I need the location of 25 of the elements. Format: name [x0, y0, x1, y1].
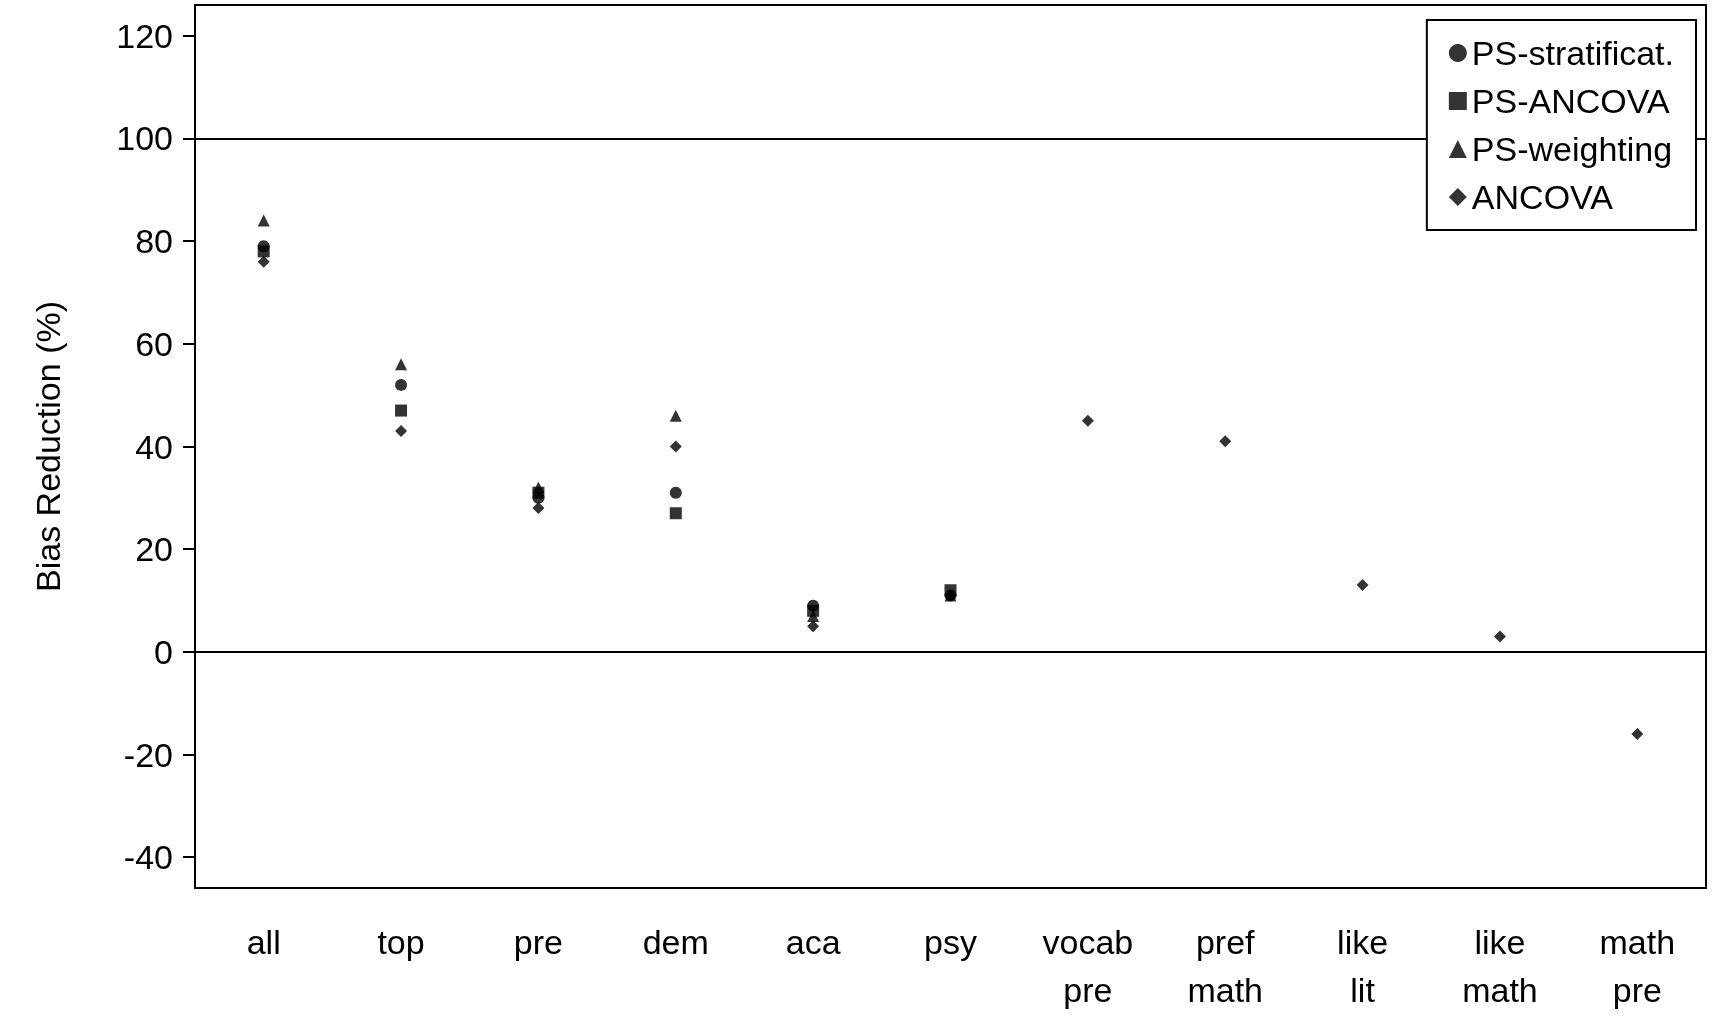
y-tick-label: 120 — [116, 16, 173, 55]
y-tick-label: 80 — [135, 222, 173, 261]
y-tick-label: 20 — [135, 530, 173, 569]
x-tick-label: like math — [1462, 923, 1538, 1009]
legend-label: PS-weighting — [1471, 130, 1673, 168]
y-tick-label: 60 — [135, 324, 173, 363]
x-tick-label: pre — [513, 923, 563, 961]
x-tick-label: math pre — [1599, 923, 1676, 1009]
legend-label: ANCOVA — [1471, 178, 1614, 216]
x-tick-label: vocab pre — [1042, 923, 1134, 1009]
x-tick-label: psy — [924, 923, 977, 961]
y-tick-label: 40 — [135, 427, 173, 466]
legend-label: PS-stratificat. — [1471, 34, 1675, 72]
y-tick-label: 100 — [116, 119, 173, 158]
x-tick-label: all — [246, 923, 281, 961]
x-tick-label: aca — [785, 923, 841, 961]
y-axis-title: Bias Reduction (%) — [29, 300, 67, 593]
y-tick-label: -20 — [123, 735, 173, 774]
y-tick-label: -40 — [123, 838, 173, 877]
y-tick-label: 0 — [154, 632, 173, 671]
x-tick-label: like lit — [1337, 923, 1389, 1009]
x-tick-label: top — [377, 923, 425, 961]
x-tick-label: pref math — [1187, 923, 1264, 1009]
legend-label: PS-ANCOVA — [1471, 82, 1670, 120]
x-tick-label: dem — [642, 923, 709, 961]
